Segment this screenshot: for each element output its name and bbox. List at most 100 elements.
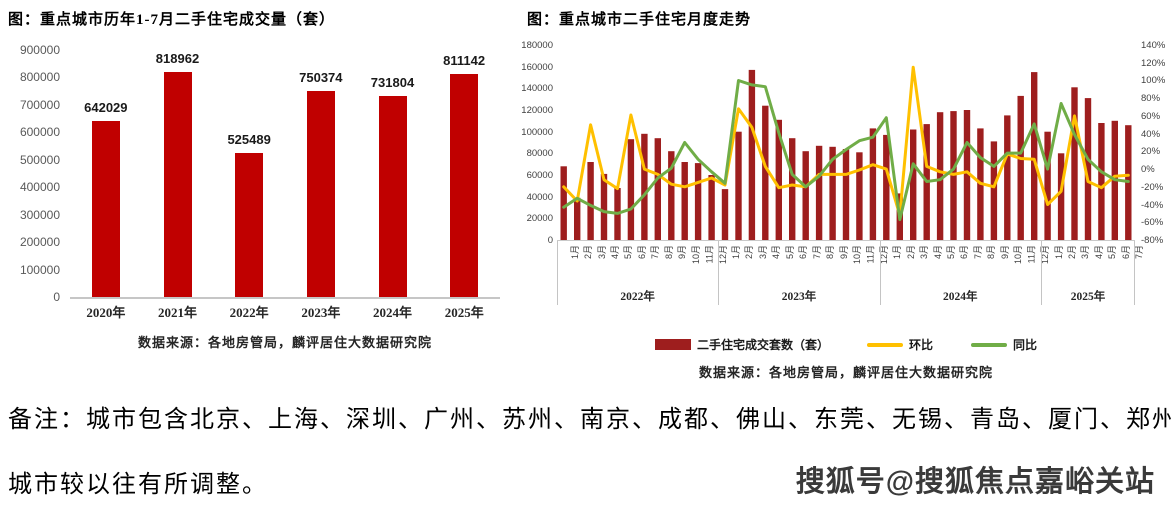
month-label: 3月 — [919, 245, 930, 260]
watermark: 搜狐号@搜狐焦点嘉峪关站 — [795, 466, 1155, 498]
month-label: 7月 — [973, 245, 983, 260]
month-label: 6月 — [798, 245, 809, 260]
right-chart-left-axis: 180000 160000 140000 120000 100000 80000 60000… — [521, 40, 553, 246]
footnote-line-1: 备注：城市包含北京、上海、深圳、广州、苏州、南京、成都、佛山、东莞、无锡、青岛、… — [8, 407, 1171, 433]
bar — [641, 133, 648, 240]
month-label: 5月 — [1107, 245, 1118, 260]
left-axis-tick: 20000 — [526, 213, 553, 225]
right-axis-tick: 100% — [1141, 75, 1166, 87]
month-label: 7月 — [650, 245, 661, 260]
bar — [721, 189, 729, 240]
bar — [378, 96, 407, 297]
left-axis-tick: 100000 — [521, 126, 553, 138]
y-tick-label: 200000 — [19, 235, 60, 250]
month-label: 10月 — [852, 245, 862, 265]
bar — [748, 69, 756, 241]
bar — [1098, 123, 1105, 240]
month-label: 4月 — [932, 245, 943, 260]
left-axis-tick: 60000 — [526, 170, 553, 181]
bar — [910, 129, 917, 240]
right-axis-tick: 0% — [1141, 164, 1155, 176]
right-axis-tick: 80% — [1141, 93, 1161, 105]
right-chart-title: 图：重点城市二手住宅月度走势 — [527, 12, 752, 28]
y-tick-label: 900000 — [19, 43, 60, 57]
right-axis-tick: -40% — [1141, 199, 1164, 211]
bar — [681, 162, 688, 240]
month-label: 3月 — [596, 245, 607, 260]
month-label: 6月 — [1120, 245, 1131, 260]
bar — [802, 151, 809, 240]
year-label: 2022年 — [620, 291, 655, 303]
month-label: 3月 — [1080, 245, 1091, 260]
bar — [883, 134, 890, 240]
bar — [235, 153, 264, 297]
month-label: 10月 — [690, 245, 701, 265]
bar — [1017, 95, 1024, 241]
legend-label: 二手住宅成交套数（套） — [696, 338, 829, 352]
bar — [627, 139, 635, 240]
bar — [1057, 153, 1065, 240]
month-label: 2月 — [744, 245, 755, 260]
combo-chart-svg — [560, 65, 1132, 241]
year-label: 2024年 — [942, 291, 978, 303]
month-label: 5月 — [946, 245, 957, 260]
month-label: 9月 — [838, 245, 849, 260]
legend-swatch — [971, 342, 1007, 347]
bar — [815, 145, 823, 241]
year-divider — [879, 241, 881, 305]
month-label: 6月 — [636, 245, 647, 260]
month-label: 9月 — [677, 245, 688, 260]
x-category-label: 2025年 — [444, 305, 484, 320]
month-label: 9月 — [999, 245, 1010, 260]
left-chart-title: 图：重点城市历年1-7月二手住宅成交量（套） — [8, 12, 335, 28]
bar-value-label: 642029 — [84, 100, 128, 115]
bar-value-label: 731804 — [370, 75, 415, 90]
bar — [869, 128, 877, 240]
month-label: 5月 — [623, 245, 634, 260]
bar — [936, 112, 944, 240]
bar — [306, 91, 335, 297]
y-tick-label: 700000 — [19, 97, 60, 112]
month-label: 4月 — [771, 245, 782, 260]
month-label: 6月 — [959, 245, 970, 260]
bar — [856, 152, 863, 241]
bar-value-label: 811142 — [443, 53, 486, 68]
bar-value-label: 818962 — [155, 51, 200, 66]
legend-item: 同比 — [971, 336, 1037, 353]
y-tick-label: 600000 — [19, 125, 60, 140]
bar — [735, 131, 742, 240]
legend-swatch — [866, 342, 903, 347]
bar — [842, 149, 850, 240]
right-chart-right-axis: 140% 120% 100% 80% 60% 40% 20% 0% -20% -40% -60% -8… — [1141, 40, 1171, 246]
right-chart-legend: 二手住宅成交套数（套） 环比 同比 — [557, 336, 1135, 353]
right-axis-tick: 120% — [1141, 57, 1166, 69]
right-axis-tick: 60% — [1141, 110, 1161, 122]
month-label: 1月 — [569, 245, 580, 260]
bar — [560, 166, 567, 240]
annual-sales-bar-chart: 图：重点城市历年1-7月二手住宅成交量（套） 900000 800000 70000… — [8, 6, 510, 358]
legend-label: 同比 — [1013, 338, 1038, 352]
left-chart-plot-area: 642029 818962 525489 750374 731804 811142 — [70, 50, 500, 299]
month-label: 2月 — [1067, 245, 1078, 260]
right-axis-tick: -60% — [1141, 217, 1164, 229]
line-环比 — [562, 65, 1130, 217]
month-label: 2月 — [583, 245, 594, 260]
bar — [654, 138, 661, 240]
bar — [1071, 87, 1078, 241]
y-tick-label: 300000 — [19, 207, 60, 222]
right-chart-source: 数据来源：各地房管局，麟评居住大数据研究院 — [698, 365, 993, 380]
bar — [829, 146, 836, 240]
year-label: 2025年 — [1070, 291, 1106, 303]
left-axis-tick: 80000 — [526, 148, 553, 160]
month-label: 5月 — [784, 245, 795, 260]
bar-value-label: 525489 — [227, 132, 271, 147]
x-category-label: 2020年 — [86, 305, 126, 320]
left-chart-source: 数据来源：各地房管局，麟评居住大数据研究院 — [137, 335, 432, 350]
y-tick-label: 500000 — [19, 152, 60, 167]
x-category-label: 2022年 — [229, 305, 269, 320]
right-axis-tick: -20% — [1141, 181, 1164, 193]
y-tick-label: 100000 — [19, 262, 60, 277]
bar — [963, 110, 971, 240]
left-axis-tick: 140000 — [521, 83, 553, 95]
bar — [587, 162, 594, 240]
